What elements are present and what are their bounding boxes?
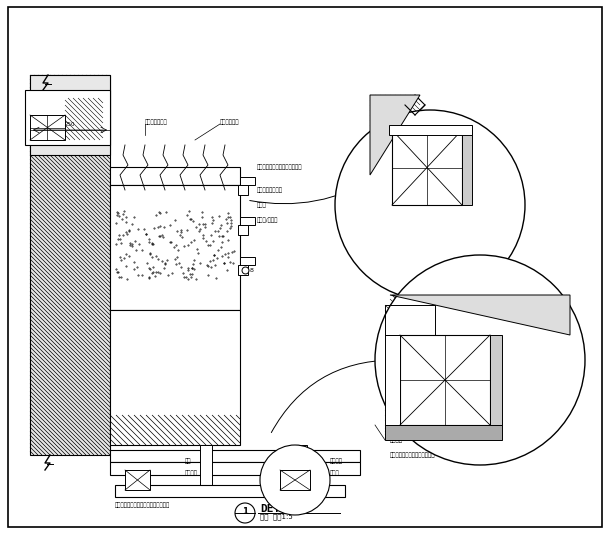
Bar: [400, 335, 490, 425]
Text: 防火板: 防火板: [330, 470, 340, 476]
Bar: [30, 75, 110, 155]
Text: 幕墙单元: 幕墙单元: [185, 470, 198, 476]
Text: 找坡层/找平层: 找坡层/找平层: [257, 217, 278, 223]
Text: 玻璃: 玻璃: [475, 192, 481, 198]
Bar: [110, 462, 360, 475]
Bar: [385, 335, 400, 425]
Text: 防水节点做法: 防水节点做法: [220, 119, 240, 125]
Text: 幕墙构造做法参见相关设计说明: 幕墙构造做法参见相关设计说明: [390, 452, 436, 458]
Bar: [200, 445, 212, 485]
Text: 8: 8: [250, 268, 254, 272]
Circle shape: [375, 255, 585, 465]
Polygon shape: [370, 95, 420, 175]
Bar: [125, 470, 150, 490]
Bar: [238, 265, 248, 275]
Text: 幕墙龙骨: 幕墙龙骨: [475, 140, 488, 146]
Circle shape: [235, 503, 255, 523]
Bar: [30, 115, 65, 140]
Text: 1: 1: [242, 507, 248, 516]
Text: 详图编号（从下往上），幕墙节点详图: 详图编号（从下往上），幕墙节点详图: [115, 502, 170, 508]
Bar: [280, 470, 310, 490]
Text: 防火板: 防火板: [475, 170, 485, 176]
Bar: [110, 167, 240, 185]
Bar: [389, 125, 472, 135]
Bar: [110, 185, 240, 310]
Text: 层高: 层高: [185, 458, 192, 464]
Bar: [25, 90, 110, 145]
Bar: [238, 225, 248, 235]
Bar: [392, 130, 462, 205]
Text: 细石混凝土保护层: 细石混凝土保护层: [257, 187, 283, 193]
Text: 钢筋混凝土反口: 钢筋混凝土反口: [145, 119, 168, 125]
Bar: [385, 425, 502, 440]
Circle shape: [335, 110, 525, 300]
Text: 大样  比例1:5: 大样 比例1:5: [260, 514, 293, 521]
Polygon shape: [390, 295, 570, 335]
Bar: [30, 75, 110, 455]
Bar: [240, 257, 255, 265]
Bar: [462, 130, 472, 205]
Bar: [490, 335, 502, 425]
Bar: [110, 310, 240, 445]
Bar: [385, 305, 435, 335]
Text: 幕墙龙骨: 幕墙龙骨: [330, 458, 343, 464]
Bar: [115, 485, 345, 497]
Circle shape: [260, 445, 330, 515]
Text: 填充层做法，详见相关设计说明: 填充层做法，详见相关设计说明: [257, 164, 303, 170]
Text: DETAIL: DETAIL: [260, 504, 301, 514]
Bar: [238, 185, 248, 195]
Bar: [240, 177, 255, 185]
Text: 幕墙龙骨: 幕墙龙骨: [390, 437, 403, 443]
Bar: [110, 450, 360, 462]
Bar: [295, 445, 307, 485]
Text: 防火岩棉: 防火岩棉: [475, 155, 488, 161]
Bar: [240, 217, 255, 225]
Text: 防水层: 防水层: [257, 202, 267, 208]
Text: 250: 250: [65, 122, 75, 127]
